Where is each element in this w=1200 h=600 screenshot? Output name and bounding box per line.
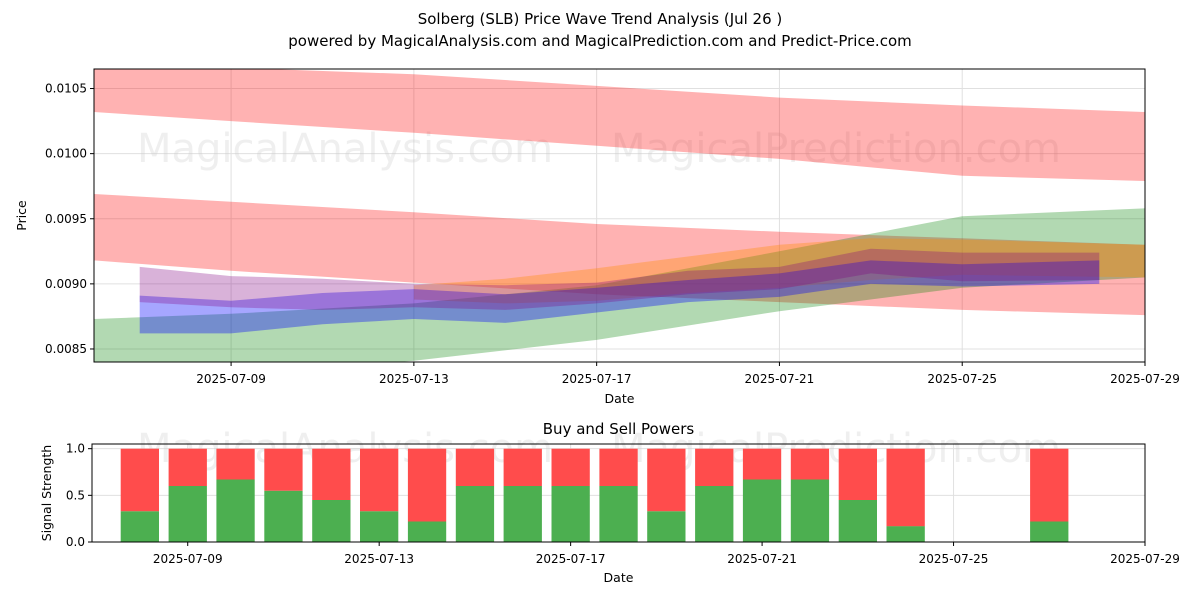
y-tick-label: 0.0105 [45, 82, 87, 96]
band-red-0 [94, 69, 1145, 181]
chart-title: Solberg (SLB) Price Wave Trend Analysis … [417, 10, 783, 28]
sub-y-tick-label: 1.0 [66, 442, 85, 456]
sell-bar [264, 448, 303, 491]
buy-bar [360, 511, 399, 542]
buy-bar [168, 486, 207, 542]
sell-bar [886, 448, 925, 527]
sell-bar [216, 448, 255, 480]
x-tick-label: 2025-07-21 [745, 372, 815, 386]
price-wave-plot: MagicalAnalysis.com MagicalPrediction.com… [14, 68, 1180, 406]
y-tick-label: 0.0085 [45, 342, 87, 356]
sell-bar [455, 448, 495, 486]
band-red-1 [94, 194, 1145, 316]
sell-bar [503, 448, 542, 486]
buy-bar [695, 486, 734, 542]
sell-bar [168, 448, 207, 486]
x-axis-label: Date [605, 391, 635, 406]
sell-bar [551, 448, 590, 486]
sell-bar [360, 448, 399, 512]
buy-bar [120, 511, 159, 542]
buy-sell-plot: MagicalAnalysis.comMagicalPrediction.com… [39, 420, 1180, 585]
sub-x-tick-label: 2025-07-25 [919, 552, 989, 566]
band-blue-4 [139, 260, 1100, 334]
buy-bar [599, 486, 638, 542]
sell-bar [838, 448, 877, 500]
buy-bar [264, 490, 303, 542]
y-tick-label: 0.0100 [45, 147, 87, 161]
buy-bar [407, 521, 447, 542]
sub-x-tick-label: 2025-07-09 [153, 552, 223, 566]
sell-bar [695, 448, 734, 486]
buy-bar [886, 526, 925, 542]
y-tick-label: 0.0095 [45, 212, 87, 226]
plot-frame [93, 68, 1146, 363]
sub-x-tick-label: 2025-07-13 [344, 552, 414, 566]
watermark-analysis: MagicalAnalysis.com [137, 126, 553, 172]
buy-bar [838, 500, 877, 542]
watermark-prediction: MagicalPrediction.com [611, 126, 1061, 172]
sell-bar [742, 448, 782, 480]
sub-x-tick-label: 2025-07-29 [1110, 552, 1180, 566]
buy-bar [790, 479, 830, 542]
sub-plot-frame [91, 443, 1146, 543]
sub-chart-title: Buy and Sell Powers [543, 420, 695, 438]
sub-watermark-prediction: MagicalPrediction.com [611, 426, 1061, 472]
y-tick-label: 0.0090 [45, 277, 87, 291]
buy-bar [551, 486, 590, 542]
band-green-2 [94, 208, 1145, 362]
sell-bar [1030, 448, 1069, 522]
sub-y-tick-label: 0.0 [66, 535, 85, 549]
sub-y-tick-label: 0.5 [66, 488, 85, 502]
sub-x-tick-label: 2025-07-21 [727, 552, 797, 566]
buy-bar [742, 479, 782, 542]
plot-background [94, 69, 1145, 362]
buy-bar [503, 486, 542, 542]
chart-subtitle: powered by MagicalAnalysis.com and Magic… [288, 32, 912, 50]
buy-bar [1030, 521, 1069, 542]
sell-bar [407, 448, 447, 522]
buy-bar [312, 500, 351, 542]
band-orange-3 [413, 238, 1145, 304]
sell-bar [790, 448, 830, 480]
buy-bar [455, 486, 495, 542]
x-tick-label: 2025-07-17 [562, 372, 632, 386]
sell-bar [647, 448, 686, 512]
buy-bar [647, 511, 686, 542]
x-tick-label: 2025-07-25 [927, 372, 997, 386]
sell-bar [599, 448, 638, 486]
buy-bar [216, 479, 255, 542]
x-tick-label: 2025-07-09 [196, 372, 266, 386]
band-purple-5 [139, 248, 1100, 310]
sub-y-axis-label: Signal Strength [39, 445, 54, 541]
x-tick-label: 2025-07-13 [379, 372, 449, 386]
bands-layer [94, 69, 1145, 362]
sell-bar [120, 448, 159, 512]
sub-x-axis-label: Date [604, 570, 634, 585]
sub-x-tick-label: 2025-07-17 [536, 552, 606, 566]
sell-bar [312, 448, 351, 500]
x-tick-label: 2025-07-29 [1110, 372, 1180, 386]
y-axis-label: Price [14, 200, 29, 231]
